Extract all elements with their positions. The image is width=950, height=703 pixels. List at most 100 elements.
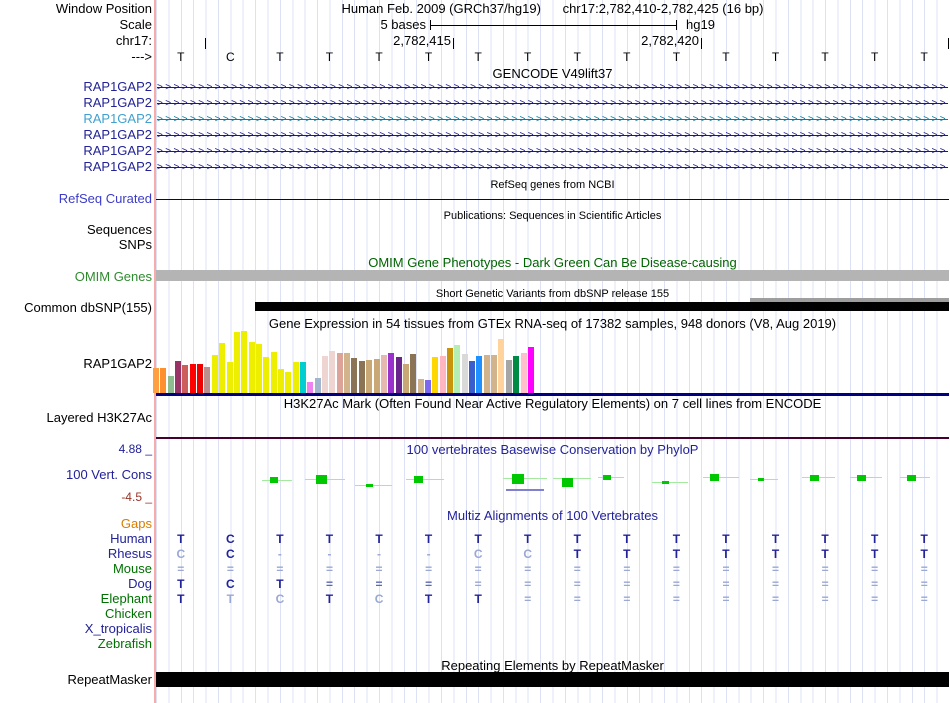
gtex-expression-bar[interactable] — [270, 352, 277, 393]
phylop-mark-square — [603, 475, 611, 480]
species-label-dog[interactable]: Dog — [128, 576, 152, 591]
dbsnp-variant-bar[interactable] — [750, 298, 949, 302]
omim-gene-bar[interactable] — [156, 270, 949, 281]
alignment-base: = — [325, 562, 333, 576]
track-label-gtex-gene[interactable]: RAP1GAP2 — [83, 356, 152, 371]
gene-strand-arrows[interactable]: >>>>>>>>>>>>>>>>>>>>>>>>>>>>>>>>>>>>>>>>… — [157, 98, 948, 109]
species-label-chicken[interactable]: Chicken — [105, 606, 152, 621]
gtex-expression-bar[interactable] — [366, 360, 373, 393]
gene-strand-arrows[interactable]: >>>>>>>>>>>>>>>>>>>>>>>>>>>>>>>>>>>>>>>>… — [157, 82, 948, 93]
gtex-expression-bar[interactable] — [520, 353, 527, 393]
gtex-expression-bar[interactable] — [432, 357, 439, 393]
refseq-gene-line[interactable] — [156, 199, 949, 200]
gene-strand-arrows[interactable]: >>>>>>>>>>>>>>>>>>>>>>>>>>>>>>>>>>>>>>>>… — [157, 130, 948, 141]
species-label-zebrafish[interactable]: Zebrafish — [97, 636, 152, 651]
gtex-expression-bar[interactable] — [226, 362, 233, 393]
gtex-expression-bar[interactable] — [285, 372, 292, 393]
track-label-refseq-curated[interactable]: RefSeq Curated — [58, 191, 152, 206]
gtex-expression-bar[interactable] — [197, 364, 204, 393]
coordinate-label: 2,782,415 — [393, 33, 451, 48]
track-label-layered-h3k27ac[interactable]: Layered H3K27Ac — [46, 410, 152, 425]
species-label-gaps[interactable]: Gaps — [120, 516, 152, 531]
gtex-expression-bar[interactable] — [439, 356, 446, 393]
track-label-sequences[interactable]: Sequences — [86, 222, 152, 237]
gtex-expression-bar[interactable] — [469, 361, 476, 393]
gtex-expression-bar[interactable] — [424, 380, 431, 393]
gtex-expression-bar[interactable] — [329, 351, 336, 393]
phylop-mark-square — [366, 484, 373, 487]
gene-strand-arrows[interactable]: >>>>>>>>>>>>>>>>>>>>>>>>>>>>>>>>>>>>>>>>… — [157, 146, 948, 157]
gene-label[interactable]: RAP1GAP2 — [83, 95, 152, 110]
gtex-expression-bar[interactable] — [255, 344, 262, 393]
gtex-expression-bar[interactable] — [307, 382, 314, 393]
gtex-expression-bar[interactable] — [204, 367, 211, 393]
gtex-expression-bar[interactable] — [153, 368, 159, 393]
phylop-mark-square — [270, 477, 278, 483]
track-label-common-dbsnp[interactable]: Common dbSNP(155) — [24, 300, 152, 315]
phylop-mark-line — [652, 482, 688, 483]
track-label-snps[interactable]: SNPs — [118, 237, 152, 252]
gtex-expression-bar[interactable] — [344, 353, 351, 393]
h3k27ac-signal-line[interactable] — [156, 437, 949, 439]
gtex-expression-bar[interactable] — [402, 364, 409, 393]
gtex-expression-bar[interactable] — [395, 357, 402, 393]
track-label-repeatmasker[interactable]: RepeatMasker — [67, 672, 152, 687]
gtex-expression-bar[interactable] — [498, 339, 505, 393]
gtex-expression-bar[interactable] — [461, 354, 468, 393]
gtex-expression-bar[interactable] — [410, 354, 417, 393]
gtex-expression-bar[interactable] — [160, 368, 167, 393]
gene-label[interactable]: RAP1GAP2 — [83, 159, 152, 174]
gtex-expression-bar[interactable] — [241, 331, 248, 393]
gtex-expression-bar[interactable] — [351, 358, 358, 393]
gtex-expression-bar[interactable] — [314, 378, 321, 393]
gtex-expression-bar[interactable] — [219, 343, 226, 393]
gene-label[interactable]: RAP1GAP2 — [83, 111, 152, 126]
track-label-omim-genes[interactable]: OMIM Genes — [74, 269, 152, 284]
dbsnp-variant-bar[interactable] — [255, 302, 949, 311]
gtex-expression-bar[interactable] — [388, 353, 395, 393]
gtex-expression-bar[interactable] — [277, 369, 284, 393]
gtex-expression-bar[interactable] — [373, 359, 380, 393]
gtex-expression-bar[interactable] — [505, 360, 512, 393]
species-label-mouse[interactable]: Mouse — [112, 561, 152, 576]
species-label-elephant[interactable]: Elephant — [100, 591, 152, 606]
gtex-expression-bar[interactable] — [211, 355, 218, 393]
gtex-expression-bar[interactable] — [447, 348, 453, 393]
gtex-expression-bar[interactable] — [491, 355, 498, 393]
scale-bar-left-tick — [430, 20, 431, 30]
gtex-expression-bar[interactable] — [189, 364, 196, 393]
scale-label: Scale — [119, 17, 152, 32]
gtex-expression-bar[interactable] — [175, 361, 182, 393]
gtex-expression-bar[interactable] — [248, 342, 255, 393]
species-label-rhesus[interactable]: Rhesus — [107, 546, 152, 561]
gtex-expression-bar[interactable] — [182, 365, 189, 393]
gtex-expression-bar[interactable] — [417, 379, 424, 393]
gtex-expression-bar[interactable] — [300, 362, 306, 393]
sequence-base: T — [573, 50, 581, 64]
gtex-expression-bar[interactable] — [527, 347, 534, 393]
alignment-base: = — [871, 592, 879, 606]
gene-strand-arrows[interactable]: >>>>>>>>>>>>>>>>>>>>>>>>>>>>>>>>>>>>>>>>… — [157, 114, 948, 125]
gtex-expression-bar[interactable] — [167, 376, 174, 393]
repeatmasker-element-bar[interactable] — [156, 672, 949, 687]
gtex-expression-bar[interactable] — [454, 345, 461, 393]
gtex-expression-bar[interactable] — [322, 356, 329, 393]
gtex-expression-bar[interactable] — [292, 362, 299, 393]
gtex-expression-bar[interactable] — [358, 361, 365, 393]
gtex-expression-bar[interactable] — [380, 355, 387, 393]
alignment-base: T — [920, 547, 928, 561]
track-label-100-vert-cons[interactable]: 100 Vert. Cons — [66, 467, 152, 482]
gene-label[interactable]: RAP1GAP2 — [83, 143, 152, 158]
gtex-expression-bar[interactable] — [336, 353, 343, 393]
phylop-mark-square — [316, 475, 327, 484]
gtex-expression-bar[interactable] — [483, 355, 490, 393]
species-label-human[interactable]: Human — [110, 531, 152, 546]
gtex-expression-bar[interactable] — [233, 332, 240, 393]
gene-strand-arrows[interactable]: >>>>>>>>>>>>>>>>>>>>>>>>>>>>>>>>>>>>>>>>… — [157, 162, 948, 173]
gtex-expression-bar[interactable] — [513, 356, 520, 393]
species-label-x_tropicalis[interactable]: X_tropicalis — [84, 621, 152, 636]
gtex-expression-bar[interactable] — [263, 357, 270, 393]
gtex-expression-bar[interactable] — [476, 356, 483, 393]
gene-label[interactable]: RAP1GAP2 — [83, 127, 152, 142]
gene-label[interactable]: RAP1GAP2 — [83, 79, 152, 94]
